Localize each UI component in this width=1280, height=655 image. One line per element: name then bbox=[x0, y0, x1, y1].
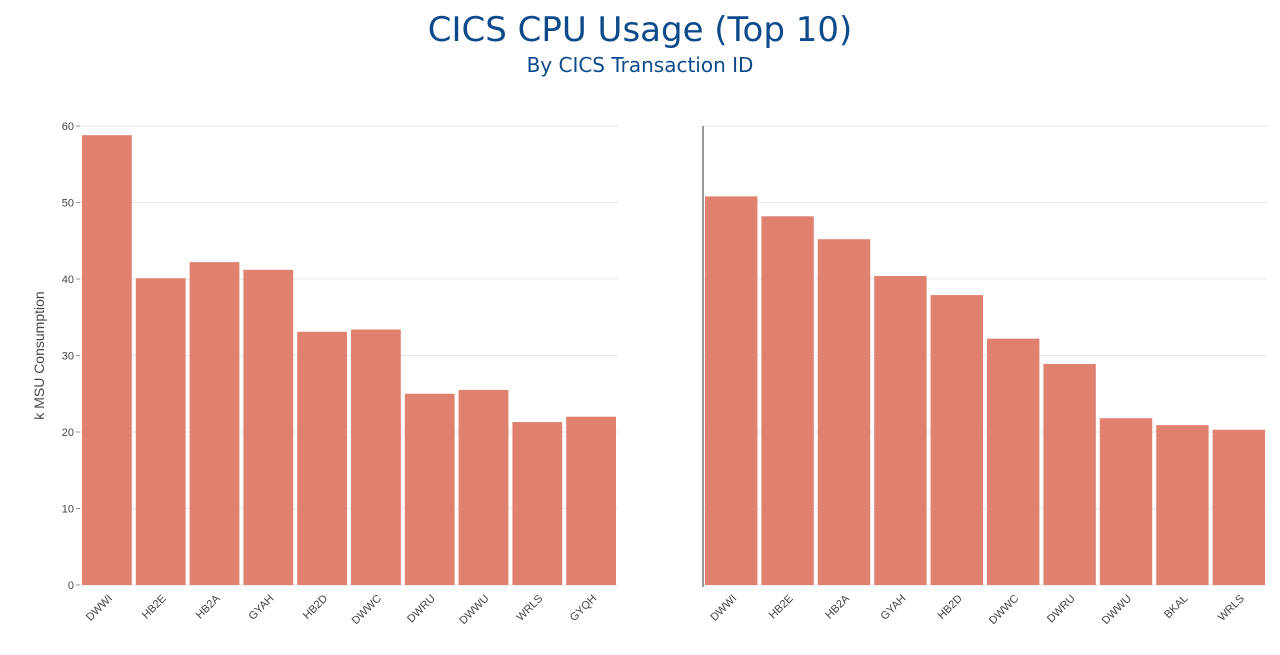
y-tick-label: 10 bbox=[62, 504, 74, 516]
bar-dwwi bbox=[82, 135, 132, 585]
x-tick-label: DWWC bbox=[987, 593, 1021, 627]
x-tick-label: GYQH bbox=[568, 593, 599, 624]
x-tick-label: WRLS bbox=[1216, 593, 1247, 624]
x-tick-label: HB2D bbox=[301, 593, 330, 622]
bar-dwru bbox=[1043, 363, 1096, 585]
bar-gyah bbox=[874, 275, 927, 585]
x-tick-label: GYAH bbox=[879, 593, 909, 623]
x-tick-label: GYAH bbox=[246, 593, 276, 623]
x-tick-label: HB2D bbox=[936, 593, 965, 622]
x-tick-label: DWWU bbox=[457, 593, 491, 627]
bar-dwwc bbox=[351, 329, 401, 585]
bar-gyah bbox=[243, 269, 294, 585]
bar-hb2e bbox=[761, 216, 814, 585]
x-tick-label: DWWC bbox=[350, 593, 384, 627]
y-tick-label: 50 bbox=[62, 198, 74, 210]
chart-panel-right: DWWI HB2E HB2A GYAH HB2D DWWC DWRU DWWU BKAL WRLS bbox=[702, 125, 1267, 627]
x-tick-label: DWRU bbox=[405, 593, 438, 626]
bar-bkal bbox=[1156, 425, 1209, 585]
y-tick-label: 40 bbox=[62, 274, 74, 286]
y-axis-label: k MSU Consumption bbox=[31, 291, 47, 419]
x-tick-label: HB2A bbox=[823, 592, 852, 621]
bar-hb2e bbox=[135, 278, 186, 585]
x-tick-label: HB2E bbox=[140, 593, 169, 622]
bar-hb2a bbox=[817, 239, 871, 585]
y-tick-label: 20 bbox=[62, 427, 74, 439]
x-tick-label: DWWI bbox=[84, 593, 115, 624]
x-tick-label: HB2A bbox=[194, 592, 223, 621]
chart-title: CICS CPU Usage (Top 10) bbox=[427, 10, 853, 50]
x-tick-label: DWWI bbox=[708, 593, 739, 624]
x-tick-label: BKAL bbox=[1162, 593, 1190, 621]
bar-gyqh bbox=[566, 416, 616, 585]
x-tick-label: DWRU bbox=[1045, 593, 1078, 626]
y-tick-label: 60 bbox=[62, 121, 74, 133]
bar-hb2d bbox=[930, 295, 983, 585]
y-tick-label: 30 bbox=[62, 351, 74, 363]
y-tick-label: 0 bbox=[68, 580, 74, 592]
bar-dwwi bbox=[705, 196, 758, 585]
x-tick-label: HB2E bbox=[767, 593, 796, 622]
chart-subtitle: By CICS Transaction ID bbox=[526, 53, 754, 77]
bar-hb2a bbox=[189, 262, 240, 585]
chart-panel-left: 0 10 20 30 40 50 60 k MSU Consumption DWWI HB2E HB… bbox=[31, 121, 618, 627]
bar-wrls bbox=[1212, 429, 1265, 585]
bar-dwwu bbox=[458, 389, 509, 585]
x-tick-label: DWWU bbox=[1100, 593, 1134, 627]
bar-dwwc bbox=[987, 338, 1040, 585]
bar-dwwu bbox=[1099, 418, 1153, 585]
bar-hb2d bbox=[297, 331, 347, 585]
x-tick-label: WRLS bbox=[514, 593, 545, 624]
bar-dwru bbox=[404, 393, 455, 585]
bar-wrls bbox=[512, 422, 563, 585]
